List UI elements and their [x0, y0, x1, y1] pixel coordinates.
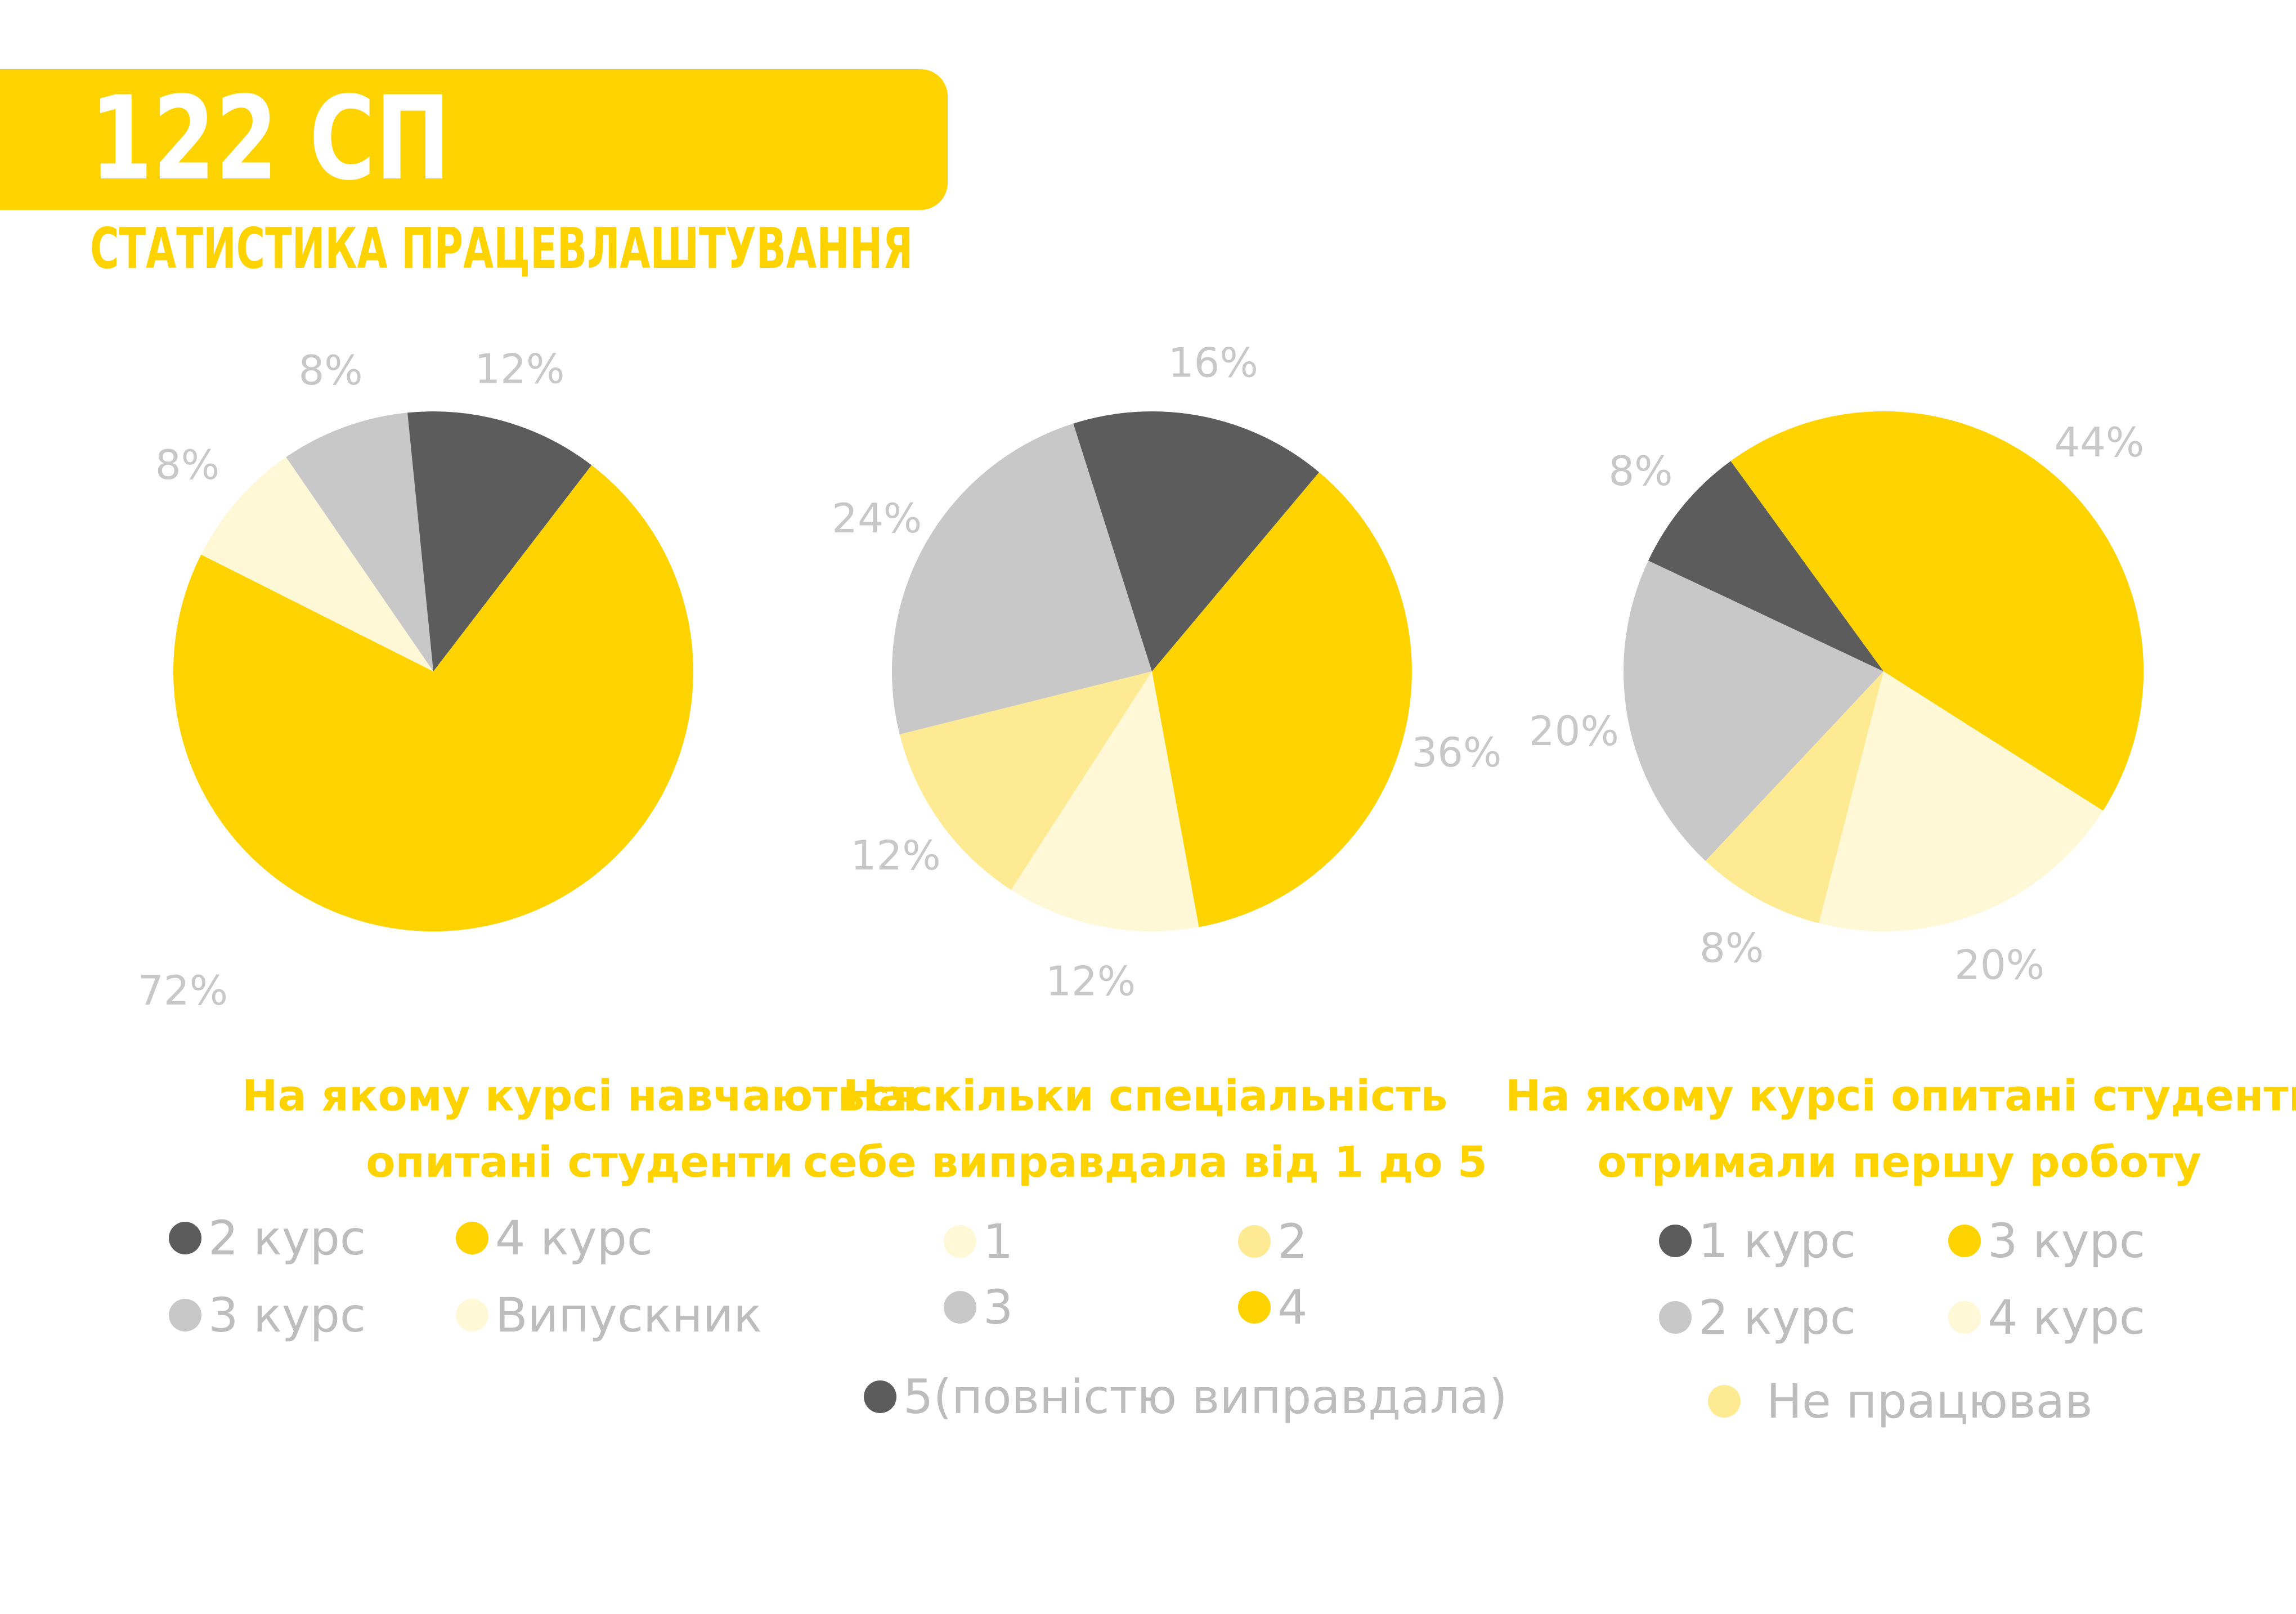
chart-1-slice-1 — [173, 465, 693, 932]
page-title: 122 СП — [90, 72, 451, 206]
legend-label: 2 — [1277, 1214, 1308, 1269]
legend-item: 2 — [1238, 1213, 1307, 1270]
chart-2-data-label-2: 12% — [1046, 957, 1136, 1005]
legend-label: 3 — [983, 1280, 1014, 1335]
chart-2-data-label-5: 16% — [1168, 339, 1258, 387]
legend-item: 3 курс — [169, 1287, 366, 1343]
chart-2-title: Наскільки спеціальність себе виправдала … — [751, 1062, 1539, 1195]
legend-item: 2 курс — [1659, 1289, 1856, 1346]
legend-item: 3 — [944, 1279, 1013, 1335]
chart-2-slice-4 — [891, 423, 1152, 734]
chart-2-data-label-1: 36% — [1411, 729, 1501, 776]
title-banner — [0, 69, 948, 210]
legend-item: 4 курс — [456, 1210, 653, 1266]
chart-3-slice-5 — [1648, 461, 1884, 671]
legend-swatch — [169, 1222, 201, 1254]
chart-3-data-label-1: 44% — [2054, 419, 2144, 466]
legend-label: 4 курс — [495, 1210, 653, 1266]
legend-item: 4 курс — [1948, 1289, 2145, 1346]
legend-swatch — [1659, 1301, 1692, 1334]
chart-3-slice-1 — [1730, 411, 2144, 811]
legend-item: 1 — [944, 1213, 1013, 1270]
legend-label: 5(повністю виправдала) — [903, 1369, 1508, 1424]
legend-label: 2 курс — [1698, 1290, 1856, 1345]
legend-label: 1 — [983, 1214, 1014, 1269]
chart-2-slice-3 — [899, 671, 1152, 890]
chart-1-data-label-2: 8% — [155, 441, 219, 488]
legend-swatch — [1238, 1291, 1271, 1324]
legend-label: 3 курс — [208, 1288, 366, 1343]
legend-swatch — [456, 1299, 488, 1331]
page-subtitle: СТАТИСТИКА ПРАЦЕВЛАШТУВАННЯ — [90, 216, 913, 281]
legend-label: 1 курс — [1698, 1213, 1856, 1268]
legend-item: 1 курс — [1659, 1213, 1856, 1269]
legend-swatch — [864, 1380, 896, 1413]
legend-label: Випускник — [495, 1288, 763, 1343]
legend-swatch — [944, 1225, 976, 1258]
chart-3-data-label-5: 8% — [1608, 447, 1672, 495]
legend-label: Не працював — [1766, 1374, 2093, 1429]
chart-3-slice-3 — [1705, 671, 1884, 923]
chart-2-data-label-3: 12% — [851, 832, 941, 879]
chart-3-data-label-3: 8% — [1699, 925, 1764, 972]
chart-2-slice-1 — [1152, 472, 1412, 927]
legend-swatch — [1708, 1385, 1741, 1418]
legend-item: 4 — [1238, 1279, 1307, 1335]
chart-1-slice-3 — [286, 413, 433, 671]
legend-swatch — [456, 1222, 488, 1254]
legend-item: Випускник — [456, 1287, 762, 1343]
chart-1-data-label-3: 8% — [298, 347, 362, 394]
chart-1-slice-2 — [201, 457, 433, 671]
chart-3-data-label-2: 20% — [1954, 942, 2044, 989]
legend-swatch — [1948, 1301, 1981, 1334]
chart-2-slice-5 — [1073, 411, 1319, 671]
legend-label: 2 курс — [208, 1210, 366, 1266]
chart-1-data-label-1: 72% — [138, 967, 228, 1014]
legend-label: 4 — [1277, 1280, 1308, 1335]
chart-3-title-line-2: отримали першу роботу — [1597, 1137, 2201, 1187]
legend-swatch — [169, 1299, 201, 1331]
chart-1-title-line-2: опитані студенти — [366, 1137, 793, 1187]
legend-item: 3 курс — [1948, 1213, 2145, 1269]
legend-swatch — [944, 1291, 976, 1324]
chart-3-data-label-4: 20% — [1529, 707, 1619, 755]
chart-3-slice-2 — [1819, 671, 2104, 932]
chart-2-slice-2 — [1011, 671, 1199, 931]
chart-2-title-line-1: Наскільки спеціальність — [842, 1070, 1448, 1120]
chart-1-slice-4 — [407, 411, 592, 671]
legend-swatch — [1238, 1225, 1271, 1258]
legend-swatch — [1948, 1225, 1981, 1257]
legend-swatch — [1659, 1225, 1692, 1257]
legend-item: 5(повністю виправдала) — [864, 1369, 1508, 1425]
legend-label: 4 курс — [1988, 1290, 2146, 1345]
chart-2-data-label-4: 24% — [832, 495, 922, 542]
chart-1-title-line-1: На якому курсі навчаються — [241, 1070, 918, 1120]
chart-3-title: На якому курсі опитані студенти отримали… — [1505, 1062, 2296, 1195]
chart-1-title: На якому курсі навчаються опитані студен… — [186, 1062, 974, 1195]
legend-item: 2 курс — [169, 1210, 366, 1266]
legend-label: 3 курс — [1988, 1213, 2146, 1268]
chart-3-title-line-1: На якому курсі опитані студенти — [1505, 1070, 2296, 1120]
chart-2-title-line-2: себе виправдала від 1 до 5 — [803, 1137, 1487, 1187]
legend-item: Не працював — [1708, 1373, 2093, 1429]
chart-3-slice-4 — [1624, 561, 1884, 861]
chart-1-data-label-4: 12% — [474, 345, 564, 392]
